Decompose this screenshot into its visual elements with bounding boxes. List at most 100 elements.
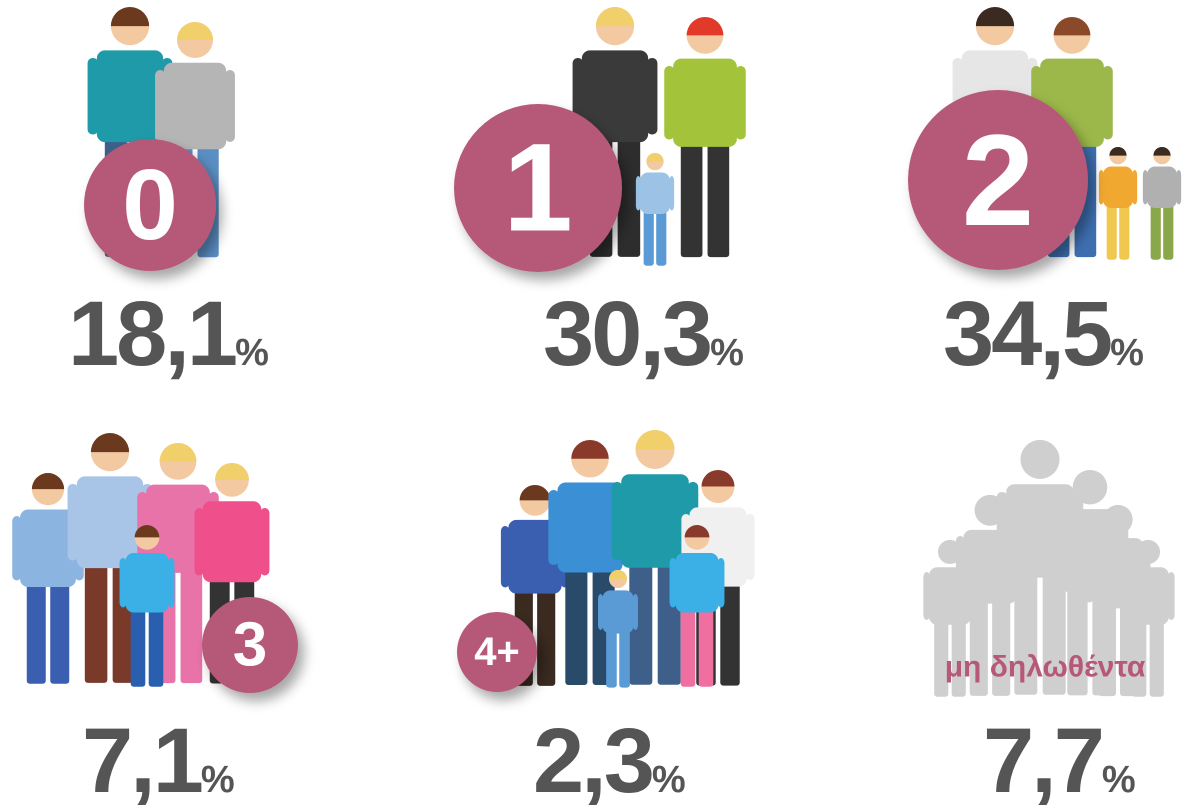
figure-part (617, 134, 641, 257)
figure-part (619, 630, 630, 688)
figure-part (1132, 620, 1147, 697)
figure-part (1136, 540, 1160, 552)
figure-part (1132, 170, 1138, 205)
figure-part (67, 484, 79, 561)
figure-part (1119, 204, 1130, 260)
figure-part (955, 536, 965, 598)
figure-part (548, 490, 559, 565)
figure-part (686, 17, 724, 36)
figure-part (202, 501, 262, 583)
figure-part (1014, 570, 1038, 695)
badge-label: 2 (962, 107, 1034, 253)
badge-circle (454, 104, 622, 272)
figure-part (1150, 204, 1161, 260)
value-unit: % (1102, 759, 1136, 801)
figure-part (84, 560, 108, 683)
value: 18,1% (68, 283, 269, 385)
figure-part (1121, 572, 1129, 620)
figure-part (1098, 602, 1116, 697)
figure-part (1053, 17, 1091, 36)
value-number: 18,1 (68, 283, 236, 385)
figure-part (606, 630, 617, 688)
figure-part (26, 580, 46, 684)
figure-part (717, 558, 725, 608)
figure-part (669, 558, 677, 608)
value: 7,7% (983, 710, 1136, 805)
figure-part (159, 443, 197, 462)
figure-part (1153, 147, 1171, 156)
figure-part (951, 620, 966, 697)
value: 30,3% (543, 283, 744, 385)
figure-part (12, 516, 22, 581)
badge-label: μη δηλωθέντα (945, 651, 1146, 684)
figure-part (119, 558, 127, 608)
figure-part (992, 597, 1011, 696)
figure-part (167, 558, 175, 608)
value-number: 7,1 (82, 710, 202, 805)
figure-part (643, 210, 654, 266)
figure-part (180, 565, 203, 684)
figure-part (635, 176, 641, 211)
figure-part (675, 553, 719, 613)
figure-part (87, 58, 99, 135)
figure-part (163, 62, 227, 150)
badge-circle (202, 597, 298, 693)
figure-part (701, 470, 735, 487)
figure-part (76, 476, 144, 569)
figure-part (500, 526, 510, 588)
value-number: 7,7 (983, 710, 1102, 805)
figure-part (581, 50, 649, 143)
figure-part (602, 590, 634, 634)
badge-label: 4+ (474, 630, 520, 674)
figure-part (20, 509, 76, 587)
figure-part (621, 474, 689, 568)
value: 2,3% (533, 710, 686, 805)
value-unit: % (1110, 332, 1144, 374)
figure-part (1072, 470, 1108, 488)
figure-part (673, 58, 737, 147)
figure-part (519, 485, 551, 501)
figure-part (611, 482, 623, 560)
values: 18,1% 30,3% 34,5% 7,1% 2,3% 7,7% (68, 283, 1144, 805)
figure-part (1163, 204, 1174, 260)
figure-part (595, 6, 635, 27)
figure-part (31, 473, 65, 490)
figure-part (215, 463, 249, 480)
figure-part (537, 587, 556, 686)
figure-part (646, 153, 664, 162)
figure-part (260, 508, 270, 576)
figure-part (934, 620, 949, 697)
figure-part (1142, 170, 1148, 205)
figure-part (735, 66, 746, 140)
figure-part (557, 482, 623, 573)
figure-part (130, 607, 146, 687)
figure-part (565, 565, 588, 685)
figure-part (656, 210, 667, 266)
figure-part (1042, 570, 1066, 695)
value-number: 30,3 (543, 283, 710, 385)
figure-part (96, 50, 164, 143)
figure-part (1067, 585, 1088, 696)
figure-part (1176, 170, 1182, 205)
figure-part (923, 572, 931, 620)
figure-part (598, 594, 604, 630)
figure-part (508, 519, 562, 594)
figure-part (90, 433, 130, 453)
figure-part (1051, 516, 1062, 585)
value-unit: % (652, 759, 686, 801)
badge-label: 0 (122, 149, 178, 261)
figure-part (664, 66, 675, 140)
figure-part (684, 525, 710, 538)
figure-part (680, 139, 703, 258)
badges: 0 1 2 3 4+ μη δηλωθέντα (84, 90, 1146, 693)
figure-part (698, 607, 714, 687)
figure-part (996, 492, 1008, 570)
figure-part (125, 553, 169, 613)
badge-circle (457, 612, 537, 692)
value: 34,5% (943, 283, 1144, 385)
figure-part (155, 70, 166, 142)
figure-part (975, 6, 1015, 27)
figure-part (632, 594, 638, 630)
value-unit: % (710, 332, 744, 374)
